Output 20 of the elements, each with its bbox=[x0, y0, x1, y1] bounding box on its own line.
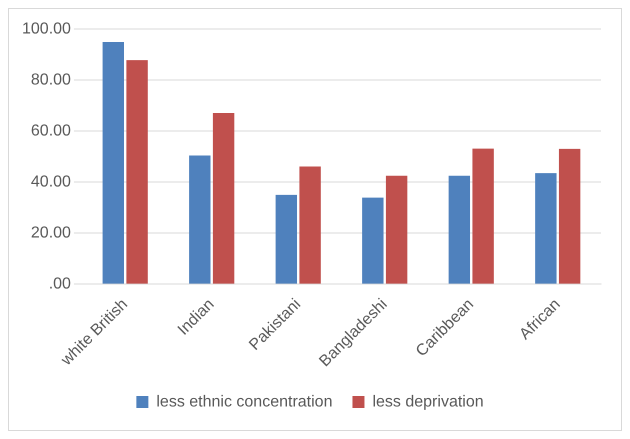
bar bbox=[558, 148, 580, 284]
bar bbox=[102, 42, 124, 284]
legend-label: less deprivation bbox=[372, 393, 484, 410]
y-tick-label: 20.00 bbox=[30, 224, 72, 242]
y-tick-label: 60.00 bbox=[30, 122, 72, 140]
y-tick-label: 80.00 bbox=[30, 71, 72, 88]
y-tick-label: 100.00 bbox=[22, 20, 72, 38]
bar bbox=[276, 194, 298, 284]
legend-label: less ethnic concentration bbox=[156, 393, 332, 410]
bar bbox=[472, 148, 494, 284]
bar bbox=[362, 198, 384, 284]
y-tick-label: .00 bbox=[48, 276, 72, 293]
bar bbox=[448, 176, 470, 284]
bar bbox=[212, 112, 234, 284]
bar bbox=[299, 166, 321, 284]
y-tick-label: 40.00 bbox=[30, 173, 72, 190]
bar bbox=[386, 176, 408, 284]
bar bbox=[189, 156, 211, 284]
bar bbox=[535, 173, 557, 284]
bar bbox=[126, 60, 148, 284]
